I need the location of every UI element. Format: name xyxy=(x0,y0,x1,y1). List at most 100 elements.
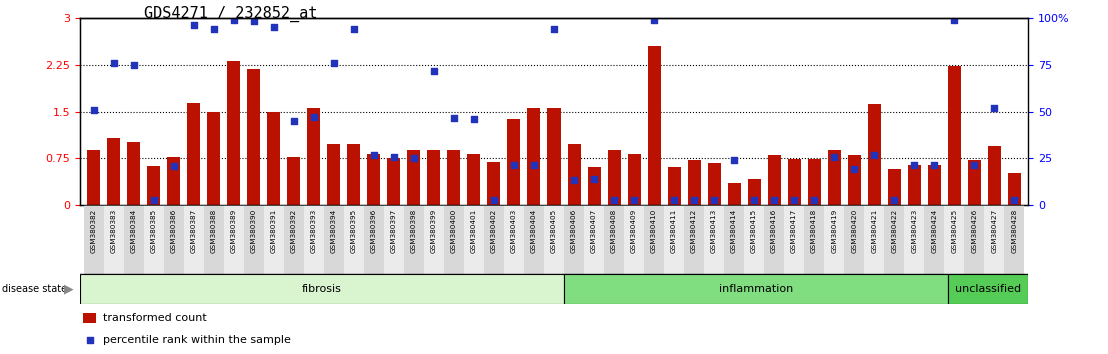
Bar xyxy=(324,205,343,274)
Bar xyxy=(227,62,240,205)
Text: unclassified: unclassified xyxy=(955,284,1020,295)
Bar xyxy=(947,274,1028,304)
Point xyxy=(85,107,103,113)
Bar xyxy=(88,150,101,205)
Bar xyxy=(264,205,284,274)
Bar xyxy=(848,155,861,205)
Bar xyxy=(765,205,784,274)
Bar xyxy=(784,205,804,274)
Bar xyxy=(728,183,740,205)
Point xyxy=(265,24,283,30)
Point xyxy=(525,162,543,167)
Text: GSM380408: GSM380408 xyxy=(611,209,617,253)
Point xyxy=(1005,198,1023,203)
Text: GSM380393: GSM380393 xyxy=(311,209,317,253)
Text: GSM380398: GSM380398 xyxy=(411,209,417,253)
Point xyxy=(325,61,342,66)
Bar xyxy=(564,205,584,274)
Bar xyxy=(567,144,581,205)
Text: GSM380400: GSM380400 xyxy=(451,209,456,253)
Point xyxy=(845,166,863,172)
Bar xyxy=(468,154,481,205)
Bar xyxy=(284,205,304,274)
Bar xyxy=(1007,173,1020,205)
Bar xyxy=(868,104,881,205)
Text: GSM380413: GSM380413 xyxy=(711,209,717,253)
Bar xyxy=(944,205,964,274)
Bar xyxy=(83,313,96,323)
Bar xyxy=(383,205,404,274)
Bar xyxy=(624,205,644,274)
Bar xyxy=(684,205,704,274)
Point xyxy=(905,162,923,167)
Text: GSM380423: GSM380423 xyxy=(911,209,917,253)
Point xyxy=(305,114,322,119)
Bar xyxy=(147,166,161,205)
Bar xyxy=(368,154,380,205)
Point xyxy=(386,154,403,160)
Bar xyxy=(984,205,1004,274)
Bar xyxy=(348,144,360,205)
Text: GSM380397: GSM380397 xyxy=(391,209,397,253)
Text: GSM380387: GSM380387 xyxy=(191,209,197,253)
Text: GSM380422: GSM380422 xyxy=(891,209,897,253)
Bar xyxy=(564,274,947,304)
Bar xyxy=(187,103,201,205)
Bar xyxy=(464,205,484,274)
Bar xyxy=(444,205,464,274)
Bar xyxy=(164,205,184,274)
Text: GSM380428: GSM380428 xyxy=(1012,209,1017,253)
Text: GSM380403: GSM380403 xyxy=(511,209,517,253)
Point xyxy=(865,153,883,158)
Bar xyxy=(244,205,264,274)
Point xyxy=(425,68,443,74)
Bar xyxy=(428,150,441,205)
Text: GSM380388: GSM380388 xyxy=(211,209,217,253)
Bar xyxy=(488,161,501,205)
Point xyxy=(445,115,463,121)
Bar xyxy=(84,205,104,274)
Text: GSM380419: GSM380419 xyxy=(831,209,838,253)
Bar xyxy=(124,205,144,274)
Point xyxy=(465,116,483,122)
Point xyxy=(285,118,302,124)
Bar xyxy=(924,205,944,274)
Text: ▶: ▶ xyxy=(64,283,74,296)
Text: GSM380416: GSM380416 xyxy=(771,209,777,253)
Bar xyxy=(904,205,924,274)
Bar xyxy=(507,119,521,205)
Text: GSM380412: GSM380412 xyxy=(691,209,697,253)
Text: GSM380421: GSM380421 xyxy=(871,209,878,253)
Bar xyxy=(184,205,204,274)
Bar xyxy=(363,205,383,274)
Bar xyxy=(584,205,604,274)
Bar xyxy=(808,159,821,205)
Text: transformed count: transformed count xyxy=(103,313,207,323)
Bar xyxy=(104,205,124,274)
Bar xyxy=(667,166,680,205)
Bar xyxy=(144,205,164,274)
Bar xyxy=(864,205,884,274)
Point xyxy=(746,198,763,203)
Bar xyxy=(304,205,324,274)
Text: GSM380390: GSM380390 xyxy=(250,209,257,253)
Text: GSM380389: GSM380389 xyxy=(230,209,237,253)
Text: GSM380391: GSM380391 xyxy=(270,209,277,253)
Bar xyxy=(80,274,564,304)
Point xyxy=(165,163,183,169)
Text: GSM380401: GSM380401 xyxy=(471,209,476,253)
Bar xyxy=(204,205,224,274)
Text: disease state: disease state xyxy=(2,284,68,295)
Bar xyxy=(408,150,420,205)
Text: GSM380424: GSM380424 xyxy=(931,209,937,253)
Text: GSM380406: GSM380406 xyxy=(571,209,577,253)
Bar xyxy=(647,46,660,205)
Text: GSM380407: GSM380407 xyxy=(591,209,597,253)
Bar xyxy=(745,205,765,274)
Text: GSM380417: GSM380417 xyxy=(791,209,797,253)
Bar xyxy=(907,165,921,205)
Point xyxy=(665,198,683,203)
Text: GSM380395: GSM380395 xyxy=(351,209,357,253)
Point xyxy=(786,198,803,203)
Text: inflammation: inflammation xyxy=(719,284,793,295)
